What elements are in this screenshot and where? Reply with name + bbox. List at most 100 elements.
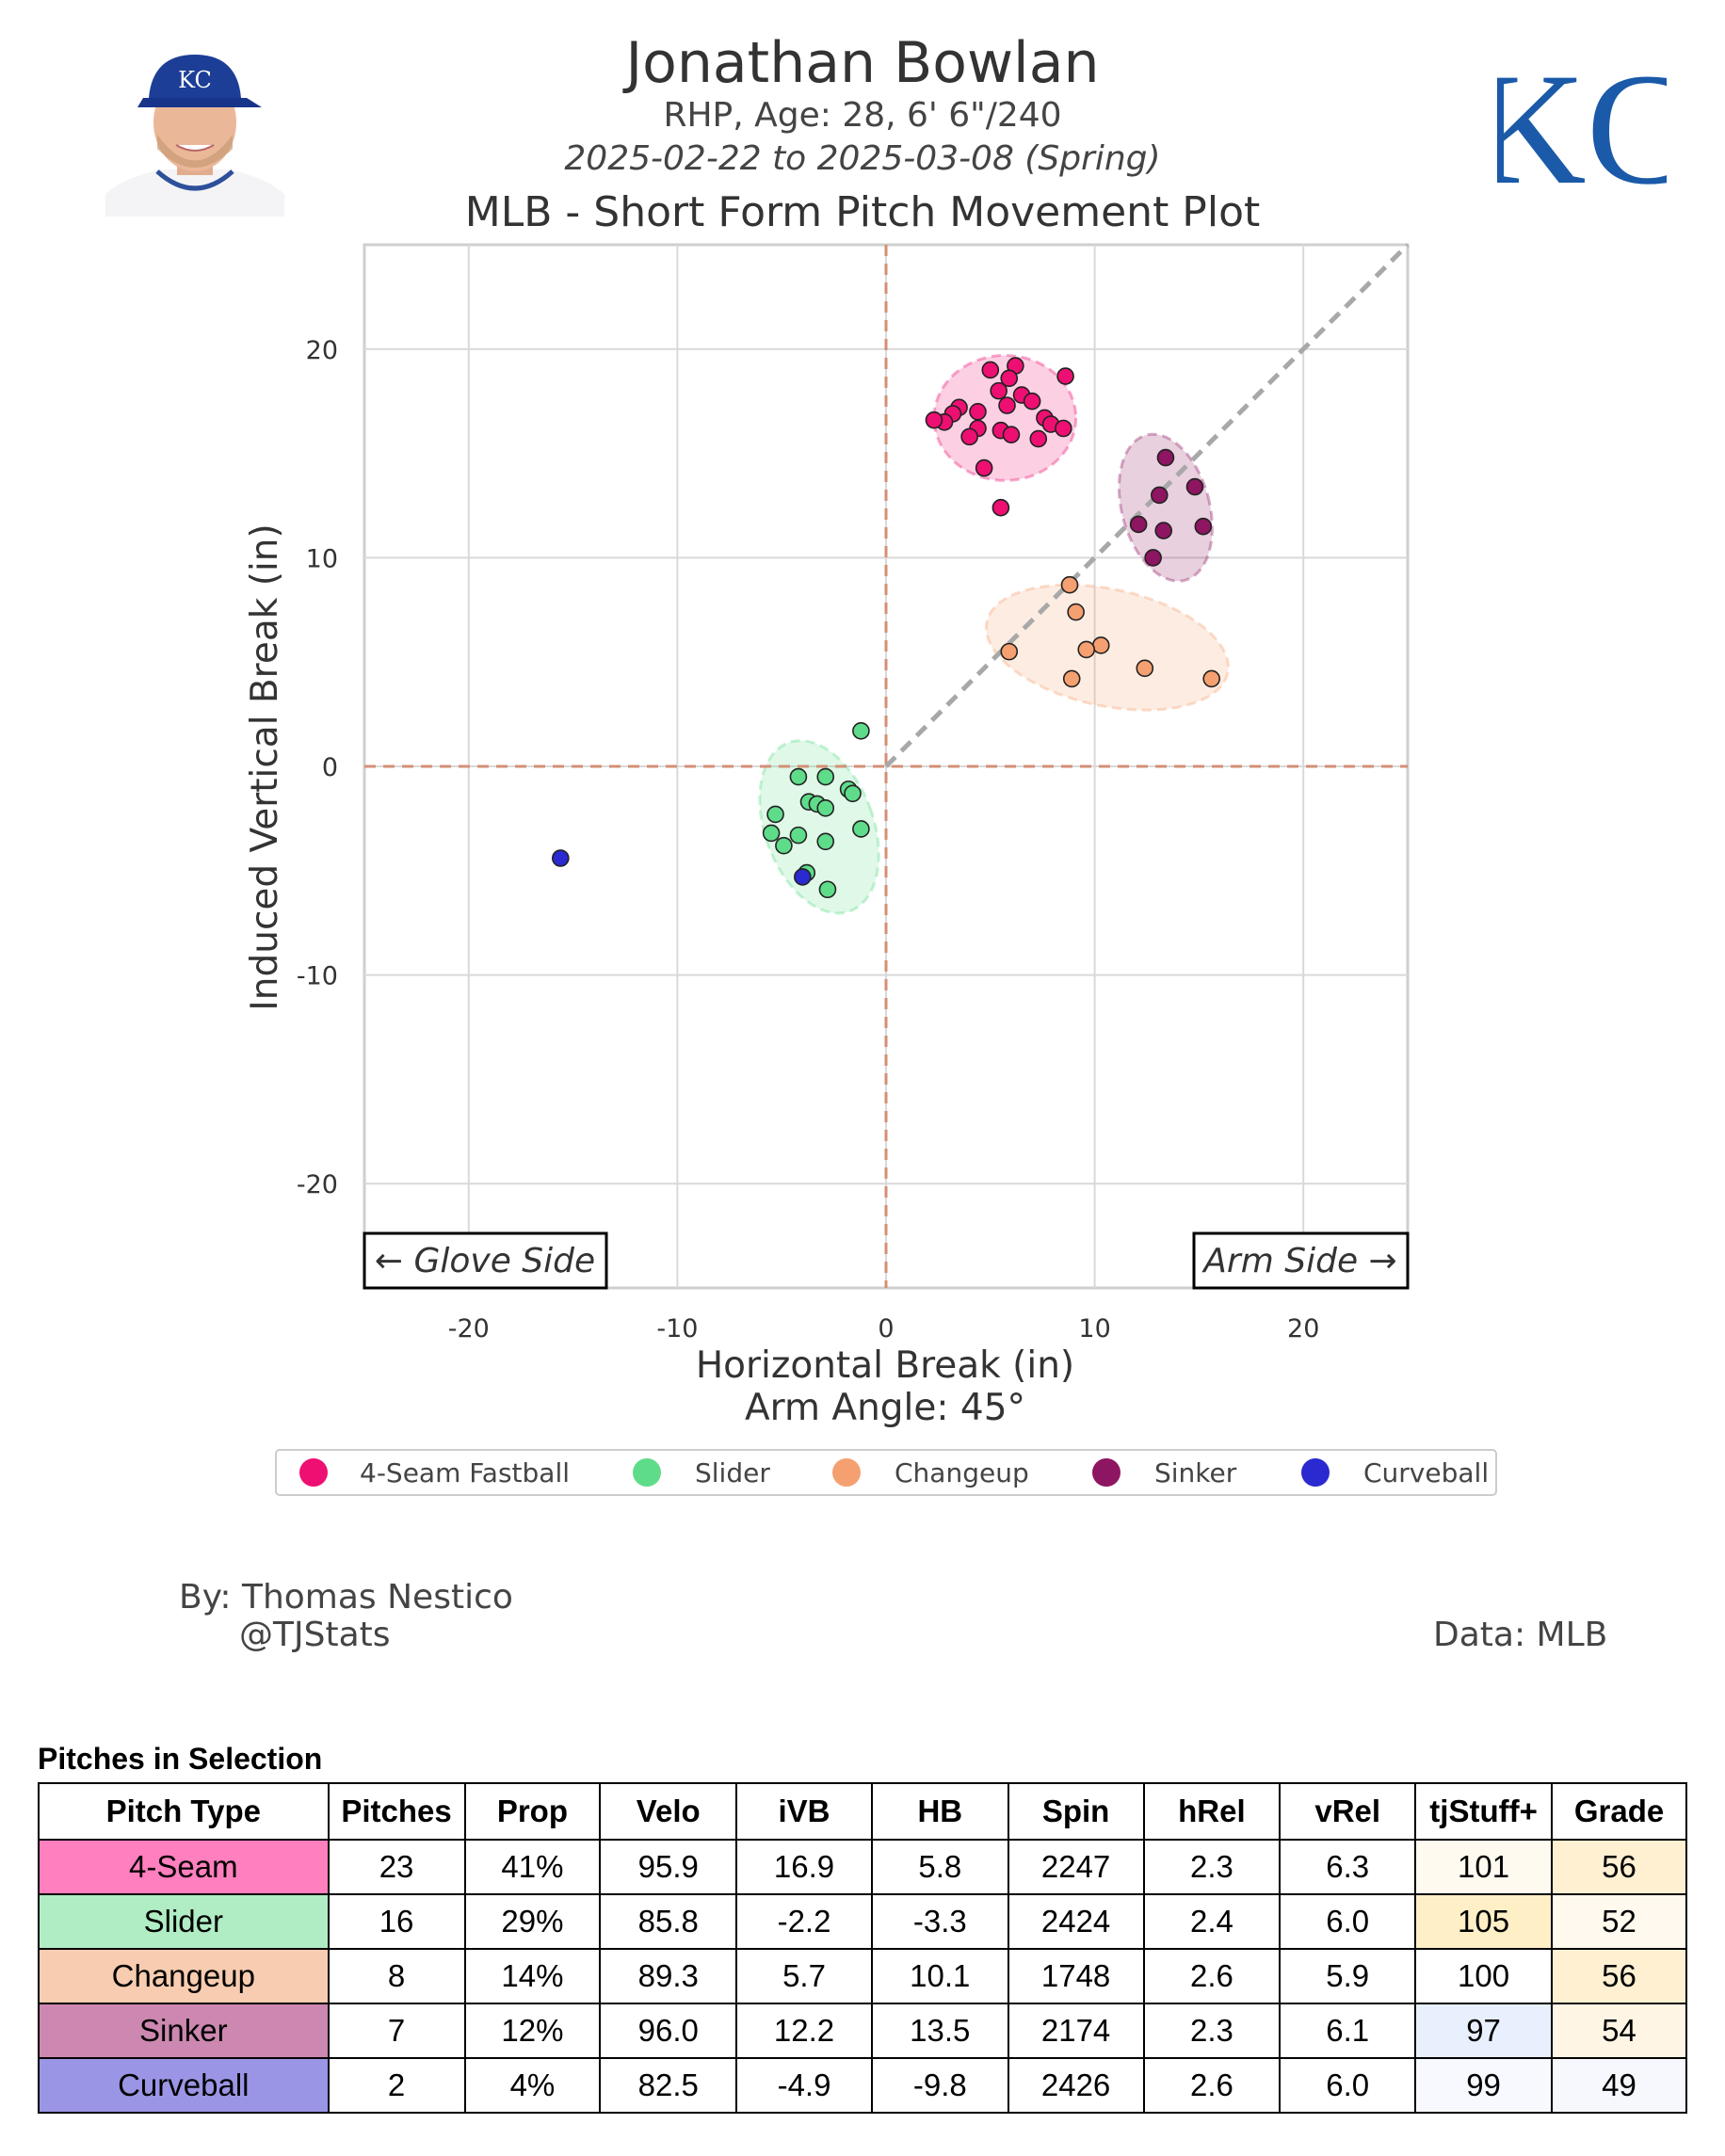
table-row: Sinker 7 12% 96.0 12.2 13.5 2174 2.3 6.1 97 54 [38,2003,1687,2059]
col-spin: Spin [1007,1782,1145,1841]
data-point [925,410,943,429]
table-cell: 89.3 [599,1948,738,2004]
table-row: Changeup 8 14% 89.3 5.7 10.1 1748 2.6 5.9 100 56 [38,1948,1687,2004]
data-point [1060,575,1079,594]
plot-title: MLB - Short Form Pitch Movement Plot [464,188,1261,236]
col-vrel: vRel [1279,1782,1417,1841]
x-tick-label: 20 [1287,1314,1319,1343]
glove-side-label: ← Glove Side [375,1242,595,1280]
data-point [1144,549,1162,567]
legend: 4-Seam Fastball Slider Changeup Sinker Curve… [275,1449,1497,1496]
y-tick-label: 0 [322,753,338,782]
arm-side-box: Arm Side → [1192,1231,1410,1290]
data-point [1000,369,1019,388]
data-point [816,767,835,786]
table-cell: 54 [1551,2003,1687,2059]
x-tick-label: -20 [448,1314,490,1343]
arm-angle-label: Arm Angle: 45° [745,1387,1025,1429]
table-cell: 2424 [1007,1893,1145,1950]
y-axis-label: Induced Vertical Break (in) [244,523,286,1010]
credit-source: Data: MLB [1433,1616,1608,1654]
table-cell: 8 [327,1948,466,2004]
team-logo: KC [1497,41,1667,217]
table-cell: 6.1 [1279,2003,1417,2059]
table-cell: 2.3 [1142,1839,1282,1895]
glove-side-box: ← Glove Side [363,1231,608,1290]
legend-label: Changeup [895,1457,1029,1488]
table-cell: 5.8 [870,1839,1009,1895]
legend-label: Slider [695,1457,770,1488]
arm-angle-line [884,243,1410,768]
table-cell: 12% [463,2003,602,2059]
table-cell: 100 [1414,1948,1554,2004]
credit-handle: @TJStats [239,1616,391,1654]
table-row: Slider 16 29% 85.8 -2.2 -3.3 2424 2.4 6.0 105 52 [38,1893,1687,1950]
y-tick-label: 10 [306,544,338,573]
table-cell: 13.5 [870,2003,1009,2059]
reference-lines [364,243,1410,1288]
col-velo: Velo [599,1782,738,1841]
x-tick-label: 0 [878,1314,894,1343]
legend-marker [1092,1458,1120,1487]
table-cell: 10.1 [870,1948,1009,2004]
table-cell: 23 [327,1839,466,1895]
data-point [1000,642,1019,661]
data-point [1002,426,1021,443]
table-cell: 2.4 [1142,1893,1282,1950]
table-cell: 56 [1551,1948,1687,2004]
col-ivb: iVB [735,1782,873,1841]
table-cell: 99 [1414,2057,1554,2114]
table-cell: 7 [327,2003,466,2059]
data-point [766,805,784,824]
data-point [1055,419,1072,438]
table-row: 4-Seam 23 41% 95.9 16.9 5.8 2247 2.3 6.3 101 56 [38,1839,1687,1895]
data-point [1062,669,1081,688]
legend-marker [633,1458,661,1487]
data-point [1056,367,1074,385]
table-cell: 29% [463,1893,602,1950]
data-point [816,832,835,851]
player-bio: RHP, Age: 28, 6' 6"/240 [663,96,1062,135]
legend-label: Curveball [1363,1457,1489,1488]
table-caption: Pitches in Selection [38,1742,323,1776]
pitch-movement-chart: -20 -10 0 10 20 20 10 0 -10 -20 ← Glove Side Arm … [244,243,1497,1496]
table-cell: 52 [1551,1893,1687,1950]
y-tick-label: -10 [297,962,338,991]
data-point [852,820,870,838]
table-cell: 6.0 [1279,2057,1417,2114]
data-point [1029,429,1048,448]
table-cell: 49 [1551,2057,1687,2114]
data-point [1067,603,1085,621]
table-cell: 105 [1414,1893,1554,1950]
data-point [1129,515,1148,534]
legend-marker [1301,1458,1330,1487]
col-grade: Grade [1551,1782,1687,1841]
table-cell: 97 [1414,2003,1554,2059]
data-point [960,427,978,446]
x-tick-label: 10 [1078,1314,1110,1343]
data-point [762,824,781,843]
data-point [975,459,993,477]
table-cell: -2.2 [735,1893,873,1950]
data-point [1154,522,1173,539]
x-axis-label: Horizontal Break (in) [696,1344,1074,1387]
table-cell: -3.3 [870,1893,1009,1950]
data-point [1023,392,1041,410]
pitch-type-cell: Sinker [38,2003,330,2059]
table-cell: 96.0 [599,2003,738,2059]
pitch-type-cell: Slider [38,1893,330,1950]
legend-label: Sinker [1154,1457,1237,1488]
data-point [789,767,808,786]
table-cell: 1748 [1007,1948,1145,2004]
data-point [991,498,1010,517]
legend-marker [299,1458,328,1487]
pitch-type-cell: Curveball [38,2057,330,2114]
table-cell: 41% [463,1839,602,1895]
data-point [789,826,808,845]
col-hb: HB [870,1782,1009,1841]
col-pitch-type: Pitch Type [38,1782,330,1841]
data-point [794,868,812,886]
data-point [1156,448,1175,467]
table-cell: -4.9 [735,2057,873,2114]
data-point [990,381,1008,400]
